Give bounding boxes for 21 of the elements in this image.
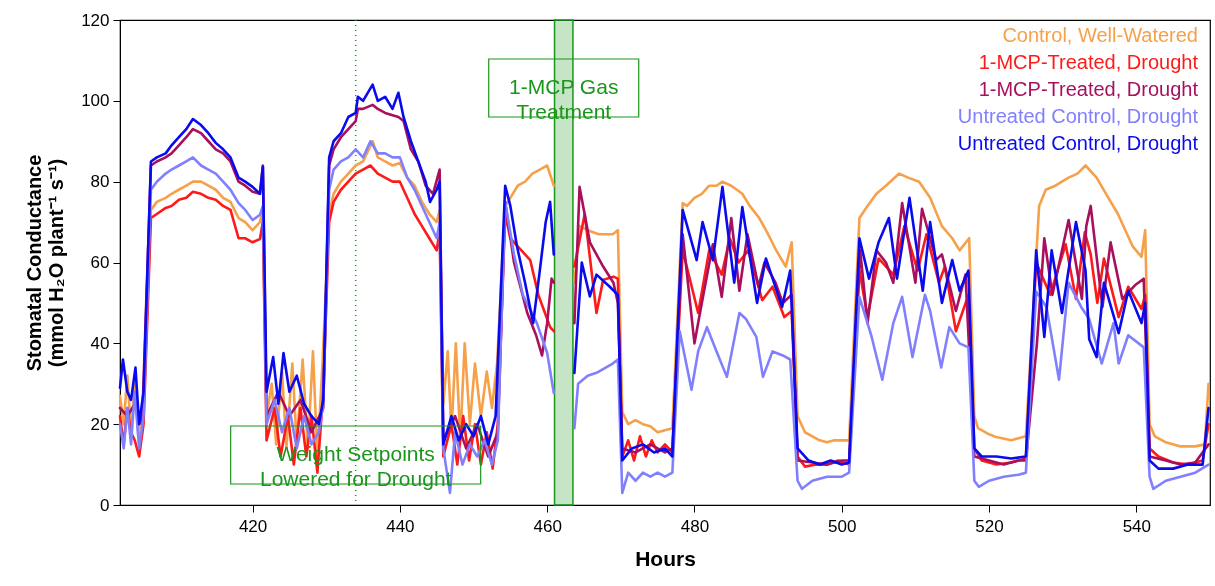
- text: Control, Well-Watered: [1002, 24, 1198, 46]
- text: 1-MCP-Treated, Drought: [978, 78, 1199, 100]
- x-tick-label: 460: [533, 516, 562, 536]
- x-axis-title: Hours: [635, 546, 696, 570]
- x-tick-label: 480: [680, 516, 710, 536]
- y-tick-label: 60: [90, 253, 110, 272]
- y-tick-label: 40: [90, 333, 110, 353]
- text: Untreated Control, Drought: [957, 105, 1199, 127]
- x-tick-label: 440: [386, 516, 415, 536]
- y-axis-title: Stomatal Conductance (mmol H₂O plant⁻¹ s⁻¹): [23, 154, 68, 372]
- y-tick-label: 120: [81, 10, 110, 30]
- x-tick-label: 520: [975, 516, 1004, 536]
- y-tick-label: 20: [90, 414, 110, 434]
- text: 1-MCP-Treated, Drought: [978, 51, 1199, 73]
- x-tick-label: 540: [1122, 516, 1152, 536]
- x-tick-label: 500: [828, 516, 857, 536]
- y-tick-label: 100: [81, 91, 110, 111]
- text: Untreated Control, Drought: [957, 132, 1199, 154]
- x-tick-label: 420: [238, 516, 268, 536]
- y-tick-label: 0: [100, 495, 110, 515]
- y-tick-label: 80: [90, 172, 110, 192]
